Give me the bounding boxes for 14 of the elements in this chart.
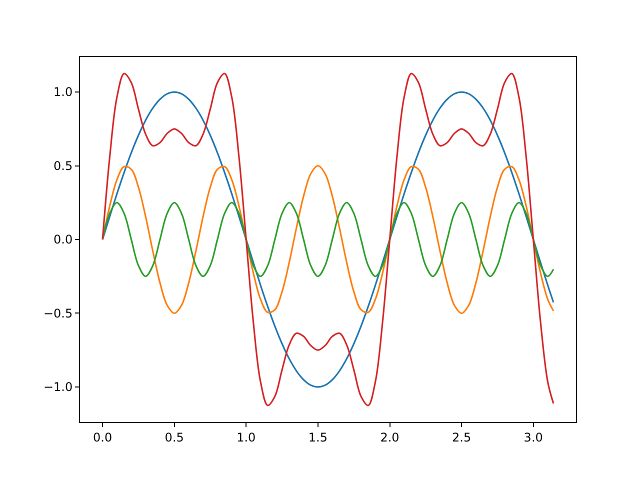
y-tick-label: 1.0 xyxy=(54,85,73,100)
y-tick-label: −0.5 xyxy=(43,306,73,320)
x-tick-label: 2.5 xyxy=(452,430,472,444)
y-tick-label: 0.0 xyxy=(54,232,73,247)
x-tick-label: 0.0 xyxy=(93,430,112,444)
y-tick-label: −1.0 xyxy=(43,380,73,394)
line-series xyxy=(102,164,554,314)
x-tick-label: 2.0 xyxy=(380,430,400,444)
x-tick-label: 1.5 xyxy=(308,430,328,444)
x-tick-label: 1.0 xyxy=(236,430,256,444)
y-tick-label: 0.5 xyxy=(54,158,73,173)
x-tick-label: 0.5 xyxy=(164,430,184,444)
line-series xyxy=(102,202,554,278)
x-tick-label: 3.0 xyxy=(524,430,543,444)
